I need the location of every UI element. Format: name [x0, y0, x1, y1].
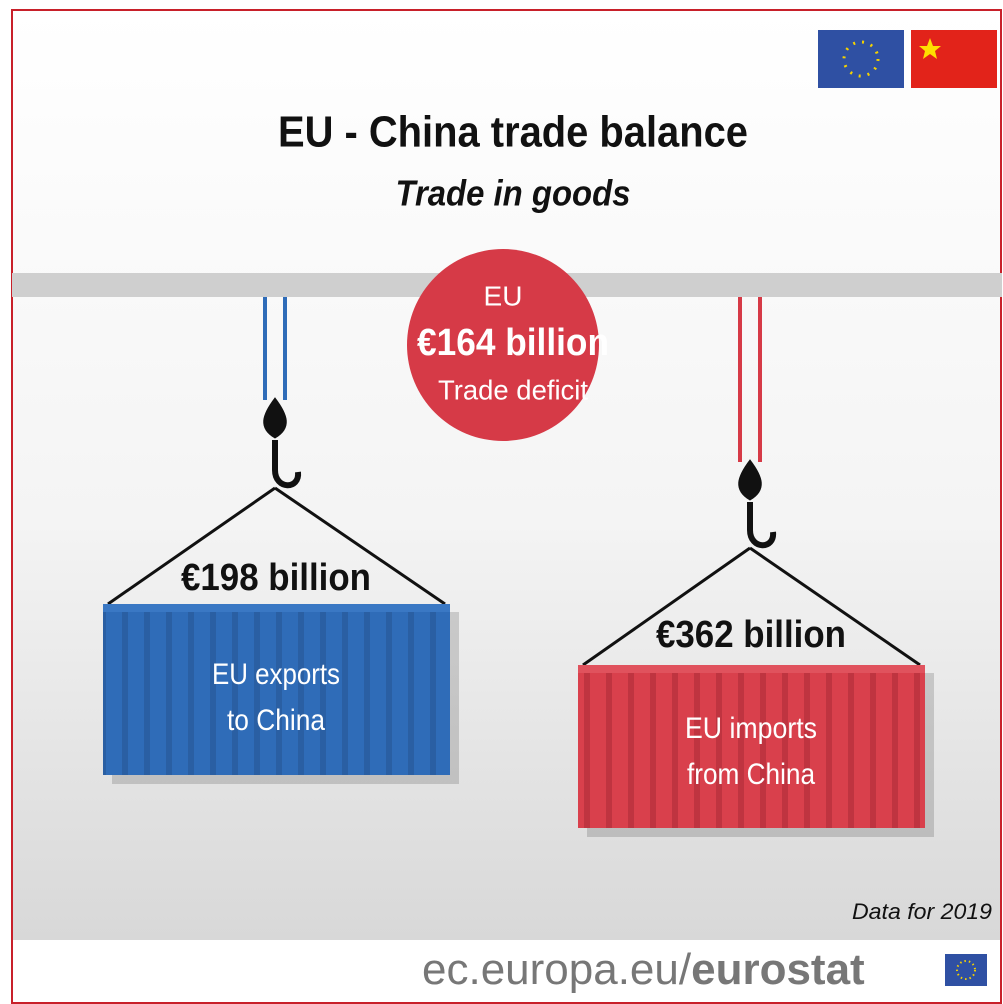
eu-stars	[956, 960, 976, 980]
footer-site: ec.europa.eu/eurostat	[422, 945, 865, 994]
export-line: EU exports	[212, 658, 340, 691]
import-amount: €362 billion	[656, 614, 846, 656]
footer-site-text: ec.europa.eu/	[422, 945, 692, 994]
deficit-circle	[407, 249, 599, 441]
deficit-amount: €164 billion	[417, 322, 609, 364]
eu-flag	[818, 30, 904, 88]
export-amount: €198 billion	[181, 557, 371, 599]
deficit-caption: Trade deficit	[438, 374, 588, 405]
deficit-label: EU	[484, 280, 523, 311]
import-line: EU imports	[685, 712, 817, 745]
border	[11, 9, 1002, 1004]
subtitle: Trade in goods	[396, 173, 631, 214]
china-flag	[911, 30, 997, 88]
hook-left	[107, 397, 446, 606]
export-line: to China	[227, 704, 325, 737]
eurostat-flag	[945, 954, 987, 986]
footer-brand: eurostat	[691, 945, 865, 994]
title: EU - China trade balance	[278, 108, 748, 157]
container-rim	[578, 665, 925, 673]
export-container	[103, 604, 450, 775]
container-rim	[103, 604, 450, 612]
hook-right	[582, 459, 921, 667]
import-container	[578, 665, 925, 828]
note: Data for 2019	[852, 899, 992, 924]
eu-stars	[842, 40, 880, 78]
import-line: from China	[687, 758, 815, 791]
china-star	[919, 38, 941, 59]
